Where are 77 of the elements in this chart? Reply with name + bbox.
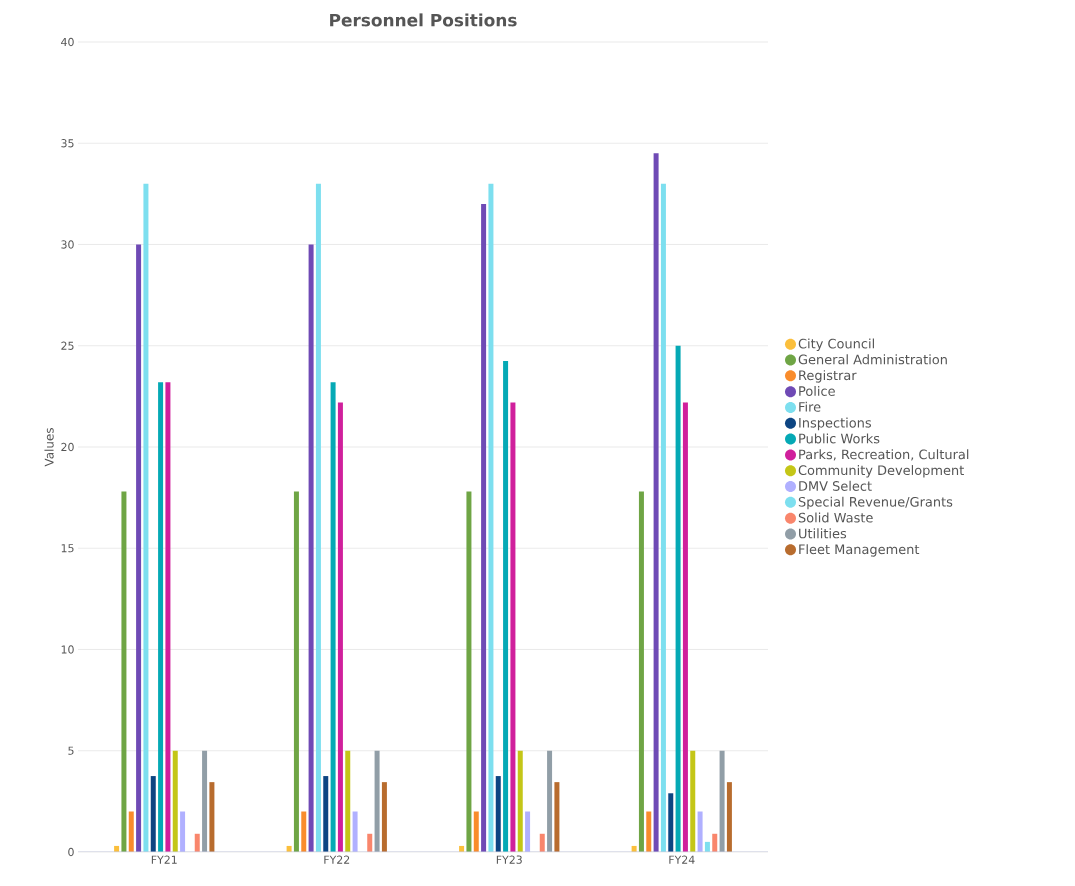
bar <box>121 491 127 852</box>
bar <box>547 750 553 852</box>
bar <box>517 750 523 852</box>
bar <box>172 750 178 852</box>
bar <box>726 782 732 852</box>
legend-label: Parks, Recreation, Cultural <box>799 449 969 461</box>
legend-label: Police <box>799 385 835 396</box>
y-tick-label: 20 <box>61 442 74 452</box>
bar <box>638 491 644 852</box>
bar <box>345 750 351 852</box>
y-tick-label: 35 <box>61 139 74 148</box>
bar <box>510 402 516 852</box>
bar <box>180 811 186 852</box>
y-tick-label: 15 <box>61 544 74 553</box>
bar <box>337 402 343 852</box>
bar <box>352 811 358 852</box>
legend-label: Solid Waste <box>798 512 873 523</box>
bar <box>367 833 373 852</box>
y-tick-label: 30 <box>61 240 74 249</box>
bar <box>330 382 336 852</box>
bar <box>690 750 696 852</box>
bar <box>503 360 509 852</box>
bar <box>165 382 171 852</box>
x-tick-label: FY24 <box>669 855 695 864</box>
bar <box>495 776 501 852</box>
bar <box>668 793 674 852</box>
bar <box>660 183 666 852</box>
legend-label: Fleet Management <box>799 544 920 557</box>
bar <box>525 811 531 852</box>
bar <box>675 345 681 852</box>
bar <box>202 750 208 852</box>
y-tick-label: 40 <box>61 37 74 47</box>
chart-title: Personnel Positions <box>330 13 517 27</box>
bar <box>315 183 321 852</box>
bar <box>466 491 472 852</box>
legend-label: General Administration <box>798 354 947 365</box>
bar <box>488 183 494 852</box>
bar <box>136 244 142 852</box>
legend-label: Public Works <box>799 433 880 444</box>
legend-label: Community Development <box>798 465 964 478</box>
bar <box>697 811 703 852</box>
bar <box>712 833 718 852</box>
bar <box>293 491 299 852</box>
bar <box>323 776 329 852</box>
x-tick-label: FY22 <box>324 855 350 864</box>
bar <box>682 402 688 852</box>
legend-label: DMV Select <box>799 480 872 491</box>
legend-label: Inspections <box>799 417 872 431</box>
y-axis-title: Values <box>44 428 54 467</box>
bar <box>158 382 164 852</box>
bar <box>301 811 307 852</box>
bar <box>128 811 134 852</box>
bar <box>194 833 200 852</box>
legend-label: Special Revenue/Grants <box>798 496 953 510</box>
bar <box>719 750 725 852</box>
legend-label: Registrar <box>799 370 857 383</box>
bar <box>374 750 380 852</box>
y-tick-label: 0 <box>68 847 74 857</box>
y-tick-label: 10 <box>61 645 74 654</box>
bar <box>539 833 545 852</box>
bar <box>554 782 560 852</box>
y-tick-label: 5 <box>68 746 74 755</box>
bar <box>653 153 659 852</box>
x-tick-label: FY23 <box>496 855 522 864</box>
legend-label: Utilities <box>799 528 847 539</box>
bar <box>150 776 156 852</box>
bar <box>473 811 479 852</box>
bar <box>209 782 215 852</box>
bar <box>143 183 149 852</box>
bar <box>381 782 387 852</box>
bar <box>481 203 487 852</box>
legend-label: City Council <box>798 338 874 352</box>
y-tick-label: 25 <box>61 341 74 350</box>
x-tick-label: FY21 <box>151 855 177 864</box>
bar <box>308 244 314 852</box>
bar <box>646 811 652 852</box>
legend-label: Fire <box>799 401 821 412</box>
